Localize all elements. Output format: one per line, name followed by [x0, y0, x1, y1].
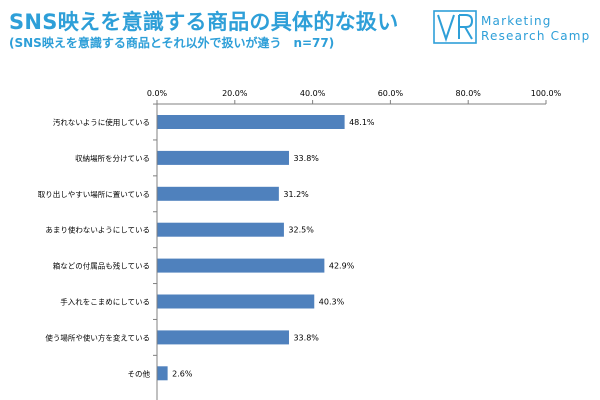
category-label: 取り出しやすい場所に置いている [38, 189, 150, 199]
x-tick-label: 80.0% [455, 89, 481, 98]
x-tick-label: 60.0% [378, 89, 404, 98]
bar [157, 258, 325, 273]
bar [157, 222, 284, 237]
category-label: 手入れをこまめにしている [60, 297, 150, 307]
bar [157, 186, 279, 201]
data-label: 2.6% [172, 369, 193, 378]
logo-text: Marketing Research Camp [481, 14, 591, 44]
data-label: 40.3% [319, 298, 345, 307]
data-label: 33.8% [293, 154, 319, 163]
data-label: 48.1% [349, 118, 375, 127]
data-label: 31.2% [283, 190, 309, 199]
data-label: 42.9% [329, 262, 355, 271]
bar [157, 150, 289, 165]
category-label: あまり使わないようにしている [45, 225, 150, 235]
category-label: 収納場所を分けている [75, 153, 150, 163]
brand-logo: Marketing Research Camp [433, 8, 593, 48]
category-label: その他 [128, 368, 151, 378]
category-label: 使う場所や使い方を変えている [45, 332, 150, 342]
bar [157, 115, 345, 129]
page-title: SNS映えを意識する商品の具体的な扱い [9, 10, 399, 34]
x-tick-label: 20.0% [222, 89, 248, 98]
x-tick-label: 40.0% [300, 89, 326, 98]
data-label: 33.8% [293, 333, 319, 342]
category-label: 箱などの付属品も残している [53, 261, 150, 271]
page-subtitle: (SNS映えを意識する商品とそれ以外で扱いが違う n=77) [9, 36, 335, 50]
bar [157, 294, 315, 309]
logo-mark-icon [433, 10, 477, 44]
header: SNS映えを意識する商品の具体的な扱い (SNS映えを意識する商品とそれ以外で扱… [0, 0, 600, 52]
x-tick-label: 0.0% [147, 89, 168, 98]
bar [157, 330, 289, 345]
logo-line-1: Marketing [481, 14, 552, 28]
bar [157, 366, 168, 381]
category-label: 汚れないように使用している [53, 117, 150, 127]
x-tick-label: 100.0% [531, 89, 562, 98]
logo-line-2: Research Camp [481, 29, 591, 43]
data-label: 32.5% [288, 226, 314, 235]
